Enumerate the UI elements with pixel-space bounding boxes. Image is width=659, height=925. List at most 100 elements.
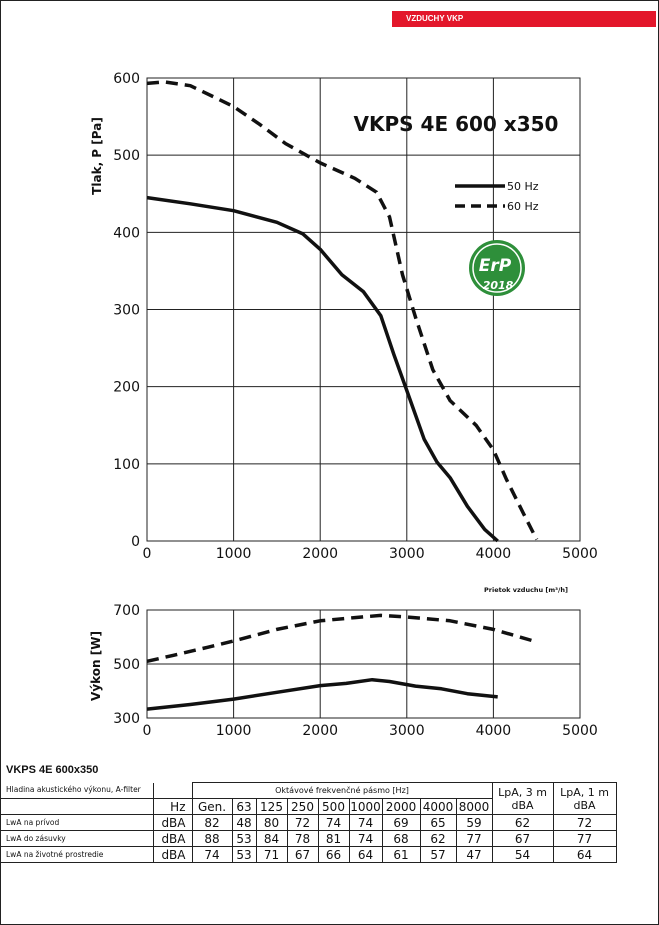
row-value: 84 [255,830,288,847]
row-value: 67 [286,846,319,863]
x-tick-label: 2000 [302,723,338,739]
table-band-header: 8000 [455,798,493,815]
row-label: LwA na prívod [0,814,154,831]
row-value: 74 [317,814,350,831]
row-unit: dBA [152,814,193,831]
x-tick-label: 4000 [476,723,512,739]
row-value: 64 [348,846,383,863]
row-value: 80 [255,814,288,831]
row-value: 66 [317,846,350,863]
row-value: 74 [348,830,383,847]
y-tick-label: 300 [113,711,140,727]
table-header-row: Hladina akustického výkonu, A-filter Okt… [0,782,617,815]
row-value: 61 [381,846,421,863]
row-lpa3: 67 [491,830,554,847]
power-ticks: 0 1000 2000 3000 4000 5000 300 500 700 [113,603,598,739]
legend: 50 Hz 60 Hz [455,180,539,213]
table-band-header: 125 [255,798,288,815]
x-tick-label: 4000 [476,546,512,562]
erp-badge-text: ErP [479,256,512,276]
row-value: 71 [255,846,288,863]
plot-border [146,77,581,542]
y-tick-label: 0 [131,534,140,550]
y-tick-label: 500 [113,148,140,164]
table-band-header: 4000 [419,798,457,815]
y-tick-label: 700 [113,603,140,619]
pressure-ylabel: Tlak, P [Pa] [90,117,104,195]
row-unit: dBA [152,846,193,863]
row-value: 81 [317,830,350,847]
row-value: 82 [191,814,233,831]
legend-label-50hz: 50 Hz [507,180,539,193]
row-label: LwA do zásuvky [0,830,154,847]
row-unit: dBA [152,830,193,847]
row-lpa1: 77 [552,830,617,847]
table-band-header: 2000 [381,798,421,815]
row-value: 74 [191,846,233,863]
table-header-lpa1: LpA, 1 m dBA [552,782,617,815]
row-value: 78 [286,830,319,847]
acoustic-table: Hladina akustického výkonu, A-filter Okt… [0,782,617,863]
x-tick-label: 0 [143,723,152,739]
erp-badge: ErP 2018 [469,240,525,296]
row-value: 47 [455,846,493,863]
pressure-chart: VKPS 4E 600 x350 0 1000 2000 3000 4000 5000 0 1… [90,71,598,594]
row-value: 53 [231,846,257,863]
table-row: LwA do zásuvky dBA 88 53 84 78 81 74 68 62 77 67 77 [0,830,617,847]
row-value: 57 [419,846,457,863]
row-value: 68 [381,830,421,847]
table-band-header: 1000 [348,798,383,815]
y-tick-label: 300 [113,303,140,319]
y-tick-label: 400 [113,225,140,241]
row-value: 53 [231,830,257,847]
x-tick-label: 2000 [302,546,338,562]
row-lpa1: 64 [552,846,617,863]
power-series [146,613,538,711]
y-tick-label: 600 [113,71,140,87]
row-lpa1: 72 [552,814,617,831]
table-band-header: 250 [286,798,319,815]
power-line-50hz [146,677,498,711]
y-tick-label: 100 [113,457,140,473]
row-value: 65 [419,814,457,831]
x-tick-label: 5000 [562,723,598,739]
pressure-ticks: 0 1000 2000 3000 4000 5000 0 100 200 300 400 500 600 [113,71,598,562]
row-value: 59 [455,814,493,831]
x-tick-label: 1000 [216,546,252,562]
row-label: LwA na životné prostredie [0,846,154,863]
x-tick-label: 0 [143,546,152,562]
legend-label-60hz: 60 Hz [507,200,539,213]
pressure-series [146,80,539,543]
acoustic-table-title: VKPS 4E 600x350 [6,764,99,776]
table-row: LwA na prívod dBA 82 48 80 72 74 74 69 65 59 62 72 [0,814,617,831]
row-value: 69 [381,814,421,831]
x-tick-label: 3000 [389,723,425,739]
plot-border [146,609,581,719]
table-band-spacer [0,798,154,815]
table-row: LwA na životné prostredie dBA 74 53 71 67 66 64… [0,846,617,863]
y-tick-label: 500 [113,657,140,673]
row-value: 88 [191,830,233,847]
row-lpa3: 54 [491,846,554,863]
x-tick-label: 1000 [216,723,252,739]
pressure-chart-title: VKPS 4E 600 x350 [354,112,559,136]
table-band-header: Gen. [191,798,233,815]
table-header-spacer [152,782,193,799]
power-ylabel: Výkon [W] [89,631,103,701]
row-lpa3: 62 [491,814,554,831]
series-line-50hz [146,195,499,543]
series-line-60hz [146,80,539,541]
row-value: 74 [348,814,383,831]
row-value: 62 [419,830,457,847]
table-header-label: Hladina akustického výkonu, A-filter [0,782,154,799]
y-tick-label: 200 [113,380,140,396]
power-line-60hz [146,613,538,664]
pressure-grid [146,77,581,542]
row-value: 48 [231,814,257,831]
table-band-header: 63 [231,798,257,815]
x-tick-label: 3000 [389,546,425,562]
table-header-bands: Oktávové frekvenčné pásmo [Hz] [191,782,493,799]
erp-badge-year: 2018 [483,279,514,292]
table-hz-label: Hz [152,798,193,815]
power-chart: 0 1000 2000 3000 4000 5000 300 500 700 Výkon [W] [89,603,598,739]
